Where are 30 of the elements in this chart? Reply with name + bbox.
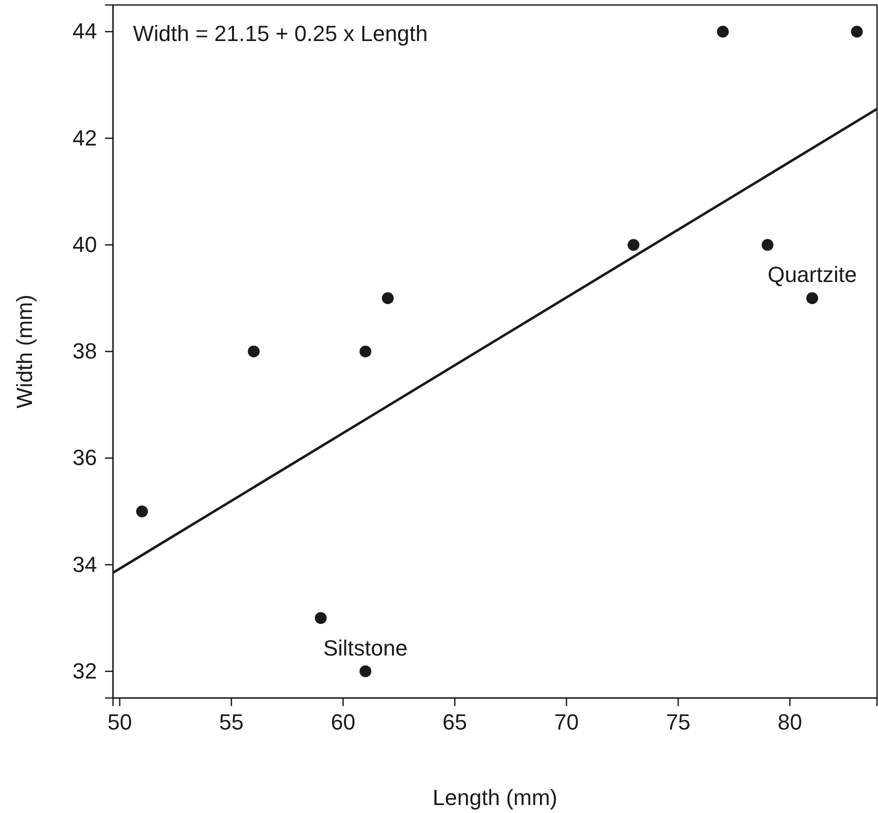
point	[314, 612, 327, 624]
point	[360, 665, 372, 678]
y-tick-label: 42	[72, 125, 97, 150]
x-tick-label: 60	[330, 710, 356, 735]
point	[806, 292, 818, 304]
point	[248, 346, 260, 358]
y-tick-label: 44	[72, 18, 97, 44]
y-tick-label: 32	[72, 658, 97, 684]
y-tick-label: 34	[72, 552, 97, 577]
point	[716, 26, 729, 38]
y-tick-label: 38	[72, 338, 97, 364]
x-tick-label: 50	[107, 710, 132, 735]
point	[628, 238, 640, 251]
point	[850, 26, 863, 38]
x-tick-label: 65	[442, 710, 468, 735]
point	[360, 346, 372, 358]
y-axis-title: Width (mm)	[12, 294, 37, 408]
annotation: Width = 21.15 + 0.25 x Length	[133, 21, 428, 46]
point	[762, 238, 774, 251]
point	[382, 292, 394, 304]
x-tick-label: 70	[554, 710, 579, 735]
y-tick-label: 36	[72, 445, 97, 470]
annotation: Siltstone	[323, 635, 408, 660]
x-tick-label: 55	[219, 710, 244, 735]
x-tick-label: 75	[666, 710, 690, 735]
y-tick-label: 40	[72, 232, 97, 257]
annotation: Quartzite	[768, 262, 857, 288]
x-tick-label: 80	[778, 710, 802, 735]
x-axis-title: Length (mm)	[432, 785, 558, 810]
point	[136, 506, 148, 518]
